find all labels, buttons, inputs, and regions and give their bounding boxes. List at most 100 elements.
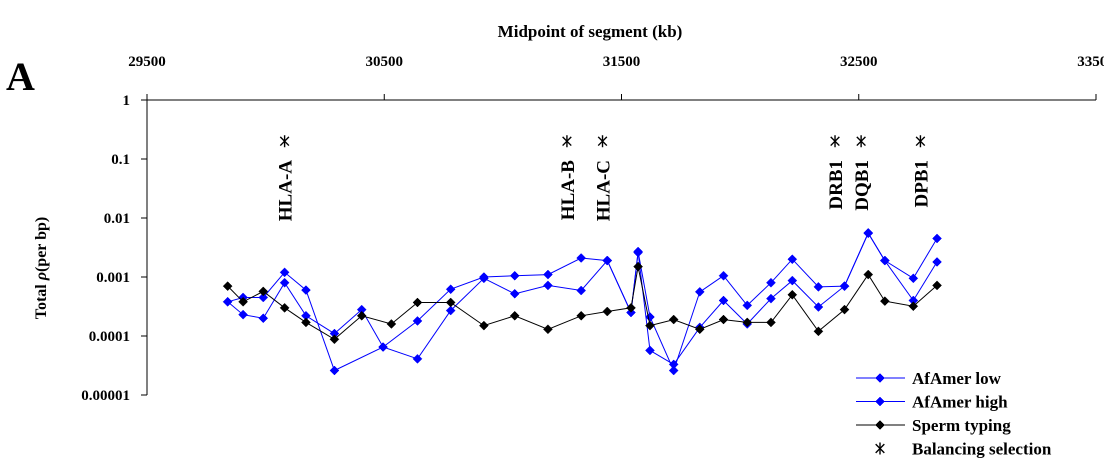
data-point	[279, 302, 290, 313]
data-point	[258, 313, 269, 324]
data-point	[626, 302, 636, 313]
legend-entry: AfAmer low	[856, 369, 1002, 388]
legend: AfAmer low AfAmer high Sperm typing Balanci…	[856, 369, 1052, 459]
data-point	[742, 317, 753, 328]
data-point	[787, 275, 798, 286]
data-point	[718, 270, 729, 281]
y-tick-label: 0.00001	[81, 388, 130, 404]
data-point	[813, 326, 824, 337]
balancing-selection-marker	[279, 135, 290, 148]
data-point	[479, 320, 489, 331]
data-point	[301, 317, 311, 328]
data-point	[412, 353, 423, 364]
balancing-selection-marker	[915, 135, 926, 148]
data-point	[645, 345, 655, 356]
legend-swatch-marker	[875, 373, 885, 383]
data-point	[279, 277, 290, 288]
data-point	[509, 310, 520, 321]
data-point	[932, 233, 942, 244]
y-tick-label: 0.0001	[89, 329, 130, 345]
legend-entry: AfAmer high	[856, 393, 1008, 412]
data-point	[238, 296, 248, 307]
y-axis-title-prefix: Total	[33, 280, 50, 319]
data-point	[445, 297, 456, 308]
y-tick-label: 0.01	[104, 211, 130, 227]
data-point	[787, 254, 798, 265]
data-point	[908, 273, 919, 284]
legend-swatch-marker	[875, 420, 885, 430]
series-line	[227, 231, 938, 372]
data-point	[576, 310, 587, 321]
gene-label: DRB1	[826, 160, 847, 210]
legend-entry: Balancing selection	[875, 440, 1052, 459]
data-point	[932, 257, 942, 267]
data-point	[576, 253, 587, 263]
data-point	[694, 324, 705, 335]
data-point	[329, 365, 340, 376]
data-point	[718, 295, 729, 306]
data-point	[908, 301, 919, 312]
data-point	[378, 342, 388, 352]
data-point	[386, 319, 397, 329]
data-point	[222, 296, 233, 307]
data-point	[766, 293, 776, 304]
data-point	[718, 314, 729, 325]
data-point	[766, 317, 776, 328]
legend-swatch-marker	[875, 396, 885, 407]
balancing-selection-marker	[856, 135, 866, 148]
data-point	[238, 309, 248, 320]
data-point	[813, 302, 824, 312]
data-point	[576, 285, 587, 296]
data-point	[839, 281, 850, 291]
balancing-selection-marker	[597, 135, 608, 148]
data-point	[258, 292, 269, 303]
series-sperm-typing	[222, 261, 942, 345]
y-axis-title-rho: ρ	[33, 272, 50, 281]
data-point	[863, 228, 874, 238]
y-tick-label: 1	[123, 93, 131, 109]
data-point	[766, 277, 776, 288]
x-tick-label: 30500	[366, 54, 404, 70]
x-tick-label: 29500	[128, 54, 166, 70]
gene-label: HLA-C	[594, 160, 615, 221]
data-point	[509, 288, 520, 299]
series-afamer-low	[222, 228, 942, 376]
data-point	[602, 255, 613, 266]
balancing-selection-marker	[562, 135, 572, 148]
y-axis-title: Total ρ(per bp)	[33, 217, 50, 320]
data-point	[602, 306, 613, 317]
series-line	[227, 266, 938, 340]
x-axis-title: Midpoint of segment (kb)	[498, 22, 683, 41]
gene-labels: HLA-A HLA-B HLA-C DRB1 DQB1 DPB1	[276, 160, 933, 222]
gene-label: DPB1	[911, 160, 932, 208]
data-point	[509, 270, 520, 281]
data-point	[301, 285, 311, 295]
data-point	[668, 314, 679, 325]
gene-label: DQB1	[852, 160, 873, 211]
y-axis: 1 0.1 0.01 0.001 0.0001 0.00001	[81, 93, 148, 404]
data-point	[645, 320, 655, 331]
data-point	[633, 261, 643, 272]
data-point	[879, 296, 890, 306]
panel-label: A	[6, 54, 35, 99]
data-point	[694, 287, 705, 297]
legend-label: Sperm typing	[912, 416, 1011, 435]
balancing-markers	[279, 135, 926, 148]
data-point	[742, 300, 753, 311]
balancing-selection-marker	[830, 135, 840, 148]
data-point	[479, 272, 489, 282]
y-axis-title-suffix: (per bp)	[33, 217, 50, 272]
data-point	[329, 334, 340, 345]
legend-entry: Sperm typing	[856, 416, 1011, 435]
data-point	[633, 246, 643, 257]
data-point	[445, 284, 456, 295]
data-point	[412, 316, 423, 326]
data-point	[879, 255, 890, 266]
data-point	[839, 304, 850, 315]
data-point	[543, 269, 553, 280]
data-point	[932, 280, 942, 291]
series-afamer-high	[222, 228, 942, 376]
data-point	[863, 269, 874, 280]
data-point	[222, 281, 233, 291]
